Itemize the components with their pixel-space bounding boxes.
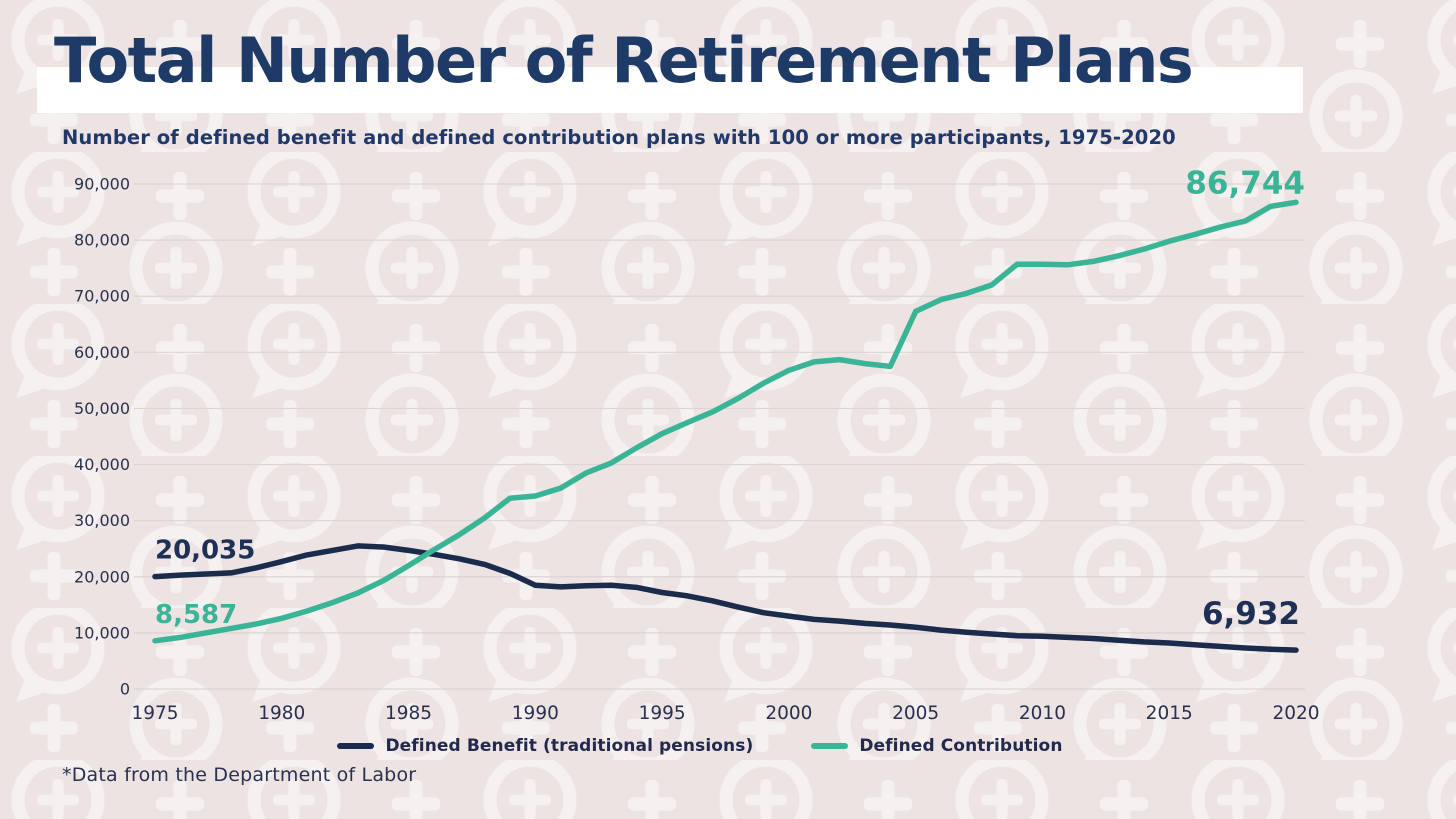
page-title: Total Number of Retirement Plans bbox=[54, 24, 1194, 97]
y-axis-label: 60,000 bbox=[74, 343, 130, 362]
y-axis-label: 0 bbox=[120, 680, 130, 699]
chart-legend: Defined Benefit (traditional pensions) D… bbox=[0, 736, 1400, 756]
gridlines bbox=[134, 183, 1305, 690]
legend-item-defined-benefit: Defined Benefit (traditional pensions) bbox=[337, 736, 753, 756]
legend-label: Defined Benefit (traditional pensions) bbox=[385, 736, 754, 756]
x-axis-label: 2010 bbox=[1019, 703, 1066, 724]
annotation-label: 8,587 bbox=[155, 600, 237, 630]
annotation-label: 20,035 bbox=[155, 536, 255, 566]
x-axis-label: 2020 bbox=[1272, 703, 1319, 724]
defined-benefit-line bbox=[152, 543, 1299, 653]
defined-contribution-swatch bbox=[811, 743, 849, 749]
data-labels: 20,035 8,587 86,744 6,932 bbox=[155, 165, 1305, 632]
y-axis-label: 10,000 bbox=[74, 623, 130, 642]
y-axis-label: 50,000 bbox=[74, 399, 130, 418]
y-axis: 0 10,000 20,000 30,000 40,000 50,000 60,000 70,… bbox=[74, 175, 130, 699]
y-axis-label: 80,000 bbox=[74, 231, 130, 250]
annotation-label: 6,932 bbox=[1202, 596, 1300, 632]
y-axis-label: 70,000 bbox=[74, 287, 130, 306]
x-axis-label: 2005 bbox=[892, 703, 939, 724]
annotation-label: 86,744 bbox=[1185, 165, 1305, 201]
chart-subtitle: Number of defined benefit and defined co… bbox=[62, 126, 1176, 149]
y-axis-label: 20,000 bbox=[74, 567, 130, 586]
y-axis-label: 90,000 bbox=[74, 175, 130, 194]
y-axis-label: 30,000 bbox=[74, 511, 130, 530]
defined-benefit-swatch bbox=[337, 743, 375, 749]
legend-label: Defined Contribution bbox=[859, 736, 1063, 756]
x-axis-label: 1990 bbox=[512, 703, 559, 724]
x-axis-label: 1995 bbox=[639, 703, 686, 724]
x-axis-label: 2000 bbox=[765, 703, 812, 724]
x-axis-label: 1985 bbox=[385, 703, 432, 724]
series-lines bbox=[152, 199, 1299, 653]
x-axis-label: 2015 bbox=[1146, 703, 1193, 724]
title-highlight-band bbox=[37, 67, 1303, 113]
x-axis: 1975 1980 1985 1990 1995 2000 2005 2010 2015 2020 bbox=[131, 703, 1319, 724]
defined-contribution-line bbox=[152, 199, 1299, 644]
data-source-footnote: *Data from the Department of Labor bbox=[62, 764, 417, 786]
legend-item-defined-contribution: Defined Contribution bbox=[811, 736, 1062, 756]
y-axis-label: 40,000 bbox=[74, 455, 130, 474]
x-axis-label: 1980 bbox=[258, 703, 305, 724]
x-axis-label: 1975 bbox=[131, 703, 178, 724]
